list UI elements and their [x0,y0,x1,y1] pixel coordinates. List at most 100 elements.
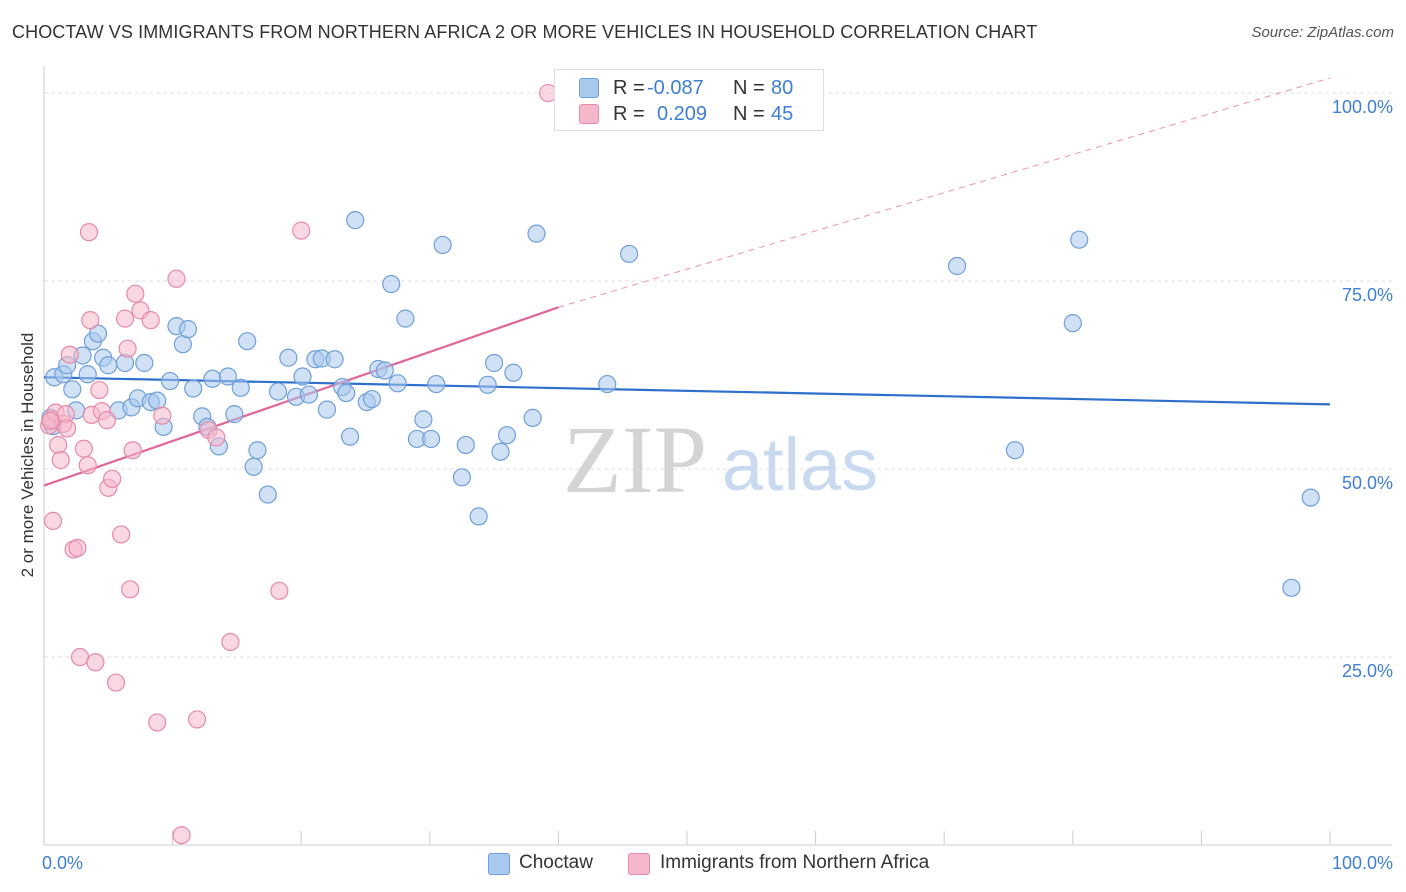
immigrants-point [112,525,131,544]
legend-row-choctaw: R = -0.087 N = 80 [555,76,823,100]
bottom-legend-swatch-immigrants [628,853,650,875]
immigrants-point [115,309,135,328]
immigrants-point [167,269,186,288]
legend-n-label: N = [733,102,765,125]
immigrants-point [292,221,311,240]
choctaw-point [382,274,401,294]
choctaw-point [497,426,517,445]
choctaw-point [427,374,446,394]
immigrants-point [58,419,77,438]
choctaw-point [299,385,319,404]
choctaw-point [1005,441,1025,460]
choctaw-point [225,405,244,424]
immigrants-point [270,581,289,600]
legend-r-label: R = [613,76,645,99]
immigrants-point [68,538,87,558]
legend-swatch-immigrants [579,104,599,124]
choctaw-point [248,441,267,460]
bottom-legend-swatch-choctaw [488,853,510,875]
immigrants-point [148,713,167,732]
immigrants-point [41,411,60,430]
legend-r-value: -0.087 [647,76,704,99]
choctaw-point [244,457,263,476]
watermark-atlas: atlas [722,423,878,506]
choctaw-point [452,468,472,487]
choctaw-point [469,507,488,526]
x-tick-label-max: 100.0% [1332,853,1393,873]
choctaw-point [160,371,180,391]
choctaw-point [491,442,510,461]
choctaw-point [203,369,222,388]
choctaw-point [362,389,382,409]
choctaw-point [598,374,617,394]
choctaw-point [317,400,337,419]
immigrants-point [74,439,93,458]
legend-n-value: 80 [771,76,794,99]
choctaw-point [78,365,97,384]
choctaw-point [99,356,118,375]
immigrants-point [103,469,122,488]
immigrants-point [118,339,137,358]
watermark: ZIP atlas [563,406,878,513]
y-tick-label: 50.0% [1342,473,1393,493]
choctaw-point [620,244,639,264]
immigrants-point [141,311,160,330]
choctaw-point [184,379,203,398]
immigrants-point [60,345,79,364]
choctaw-point [268,382,288,401]
legend-r-value: 0.209 [657,102,708,125]
choctaw-point [504,363,523,382]
immigrants-point [121,580,140,599]
chart-title: CHOCTAW VS IMMIGRANTS FROM NORTHERN AFRI… [12,22,1038,42]
source-label: Source: ZipAtlas.com [1251,24,1394,41]
choctaw-point [293,367,312,386]
choctaw-point [433,235,452,255]
choctaw-point [1301,488,1320,507]
immigrants-point [207,428,226,447]
immigrants-point [90,380,109,400]
choctaw-point [173,335,192,354]
choctaw-trend-line [43,376,1331,406]
choctaw-point [947,256,967,276]
immigrants-point [221,632,240,652]
immigrants-point [126,284,145,303]
immigrants-point [123,441,142,460]
choctaw-point [456,435,475,455]
choctaw-point [231,378,250,397]
tick-labels: 25.0% 50.0% 75.0% 100.0% 0.0% 100.0% [42,97,1393,873]
choctaw-point [238,332,257,351]
grid [44,92,1392,658]
legend-r-label: R = [613,102,645,125]
choctaw-point [258,485,277,504]
immigrants-point [106,673,126,692]
y-tick-label: 75.0% [1342,285,1393,305]
legend-row-immigrants: R = 0.209 N = 45 [555,102,823,126]
choctaw-point [148,391,167,410]
immigrants-point [153,406,172,425]
immigrants-point [172,826,191,845]
choctaw-point [478,375,497,394]
bottom-legend-choctaw: Choctaw [519,852,593,873]
legend-swatch-choctaw [579,78,599,98]
choctaw-point [135,353,154,373]
bottom-legend-immigrants: Immigrants from Northern Africa [660,852,930,873]
choctaw-point [346,211,365,230]
choctaw-point [63,380,82,399]
legend-n-label: N = [733,76,765,99]
choctaw-point [396,309,415,328]
choctaw-point [88,324,108,343]
watermark-zip: ZIP [563,406,707,513]
immigrants-point [78,456,97,475]
x-tick-label-min: 0.0% [42,853,83,873]
axes [43,66,1392,846]
choctaw-point [375,361,394,380]
legend-n-value: 45 [771,102,794,125]
choctaw-point [337,383,356,403]
immigrants-point [187,710,207,729]
choctaw-point [388,374,407,393]
y-tick-label: 100.0% [1332,97,1393,117]
choctaw-point [1070,230,1089,249]
immigrants-point [97,411,117,430]
immigrants-trend-extension [558,77,1331,308]
